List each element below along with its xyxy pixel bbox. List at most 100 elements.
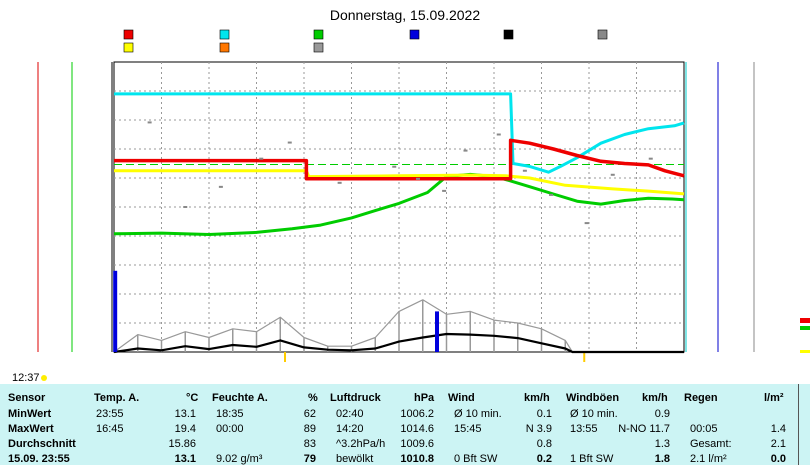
series-line-temp [114,138,685,181]
series-bar-regen [113,270,118,352]
chart-axes [37,62,810,353]
table-cell-feuchte-v: 62 [303,408,316,420]
series-point-richtung [648,157,653,160]
table-cell-temp-v: 13.1 [174,408,196,420]
table-cell-boeen-v: 1.3 [654,438,670,450]
legend-swatch [409,29,420,40]
table-cell-wind-t: Ø 10 min. [454,408,502,420]
series-bar-regen [435,311,439,352]
series-point-richtung [442,189,447,192]
table-cell-regen-v: 2.1 [770,438,786,450]
table-cell-regen-v: 0.0 [770,453,786,465]
table-cell-druck-t: ^3.2hPa/h [336,438,386,450]
series-point-richtung [416,177,420,180]
legend-swatch [123,29,134,40]
plot-area [113,61,685,362]
series-point-richtung [549,193,553,196]
table-edge-divider [798,384,799,465]
table-cell-feuchte-t: 9.02 g/m³ [216,453,263,465]
table-cell-boeen-t: 1 Bft SW [570,453,614,465]
table-cell-druck-v: 1010.8 [400,453,434,465]
series-point-richtung [463,149,468,152]
time-marker-icon [41,375,47,381]
table-cell-feuchte-t: 18:35 [216,408,244,420]
table-cell-label: Durchschnitt [8,438,76,450]
table-cell-boeen-v: N-NO 11.7 [618,423,670,435]
legend-swatch [219,42,230,53]
table-cell-druck-t: 02:40 [336,408,364,420]
series-point-richtung [392,165,397,168]
table-cell-wind-v: 0.1 [536,408,552,420]
header-feuchte: Feuchte A. [212,392,268,404]
table-cell-temp-v: 13.1 [174,453,196,465]
table-cell-boeen-t: 13:55 [570,423,598,435]
statistics-table: Sensor Temp. A. °C Feuchte A. % Luftdruc… [0,384,810,465]
header-feuchte-unit: % [308,392,318,404]
header-temp-unit: °C [186,392,199,404]
series-point-richtung [287,141,292,144]
table-cell-druck-v: 1014.6 [400,423,434,435]
chart-title: Donnerstag, 15.09.2022 [330,7,480,23]
table-cell-label: MaxWert [8,423,54,435]
table-cell-wind-t: 15:45 [454,423,482,435]
header-boeen: Windböen [566,392,620,404]
table-cell-regen-t: 2.1 l/m² [690,453,727,465]
legend-swatch [313,42,324,53]
header-regen-unit: l/m² [764,392,784,404]
header-druck-unit: hPa [414,392,435,404]
series-point-richtung [496,133,501,136]
time-label: 12:37 [12,372,40,384]
header-sensor: Sensor [8,392,46,404]
series-point-richtung [610,173,615,176]
table-cell-wind-v: 0.8 [536,438,552,450]
table-cell-temp-v: 15.86 [168,438,196,450]
header-temp: Temp. A. [94,392,140,404]
series-point-richtung [337,181,342,184]
table-cell-boeen-v: 1.8 [654,453,670,465]
series-point-richtung [218,185,223,188]
table-cell-feuchte-v: 83 [303,438,316,450]
series-line-windboeen [113,299,684,353]
table-cell-boeen-t: Ø 10 min. [570,408,618,420]
series-point-richtung [522,169,527,172]
table-cell-feuchte-v: 79 [303,453,316,465]
table-cell-feuchte-t: 00:00 [216,423,244,435]
legend-swatch [219,29,230,40]
legend-swatch [503,29,514,40]
table-cell-wind-v: N 3.9 [525,423,552,435]
side-swatch-druck [800,326,810,330]
table-cell-druck-v: 1009.6 [400,438,434,450]
table-cell-regen-t: Gesamt: [690,438,732,450]
table-cell-label: 15.09. 23:55 [8,453,70,465]
table-cell-boeen-v: 0.9 [654,408,670,420]
header-druck: Luftdruck [330,392,381,404]
series-line-wind [113,332,684,354]
series-point-richtung [147,121,152,124]
legend-swatch [313,29,324,40]
series-line-feuchte [114,92,685,174]
side-swatch-temp [800,318,810,323]
table-cell-regen-t: 00:05 [690,423,718,435]
table-cell-regen-v: 1.4 [770,423,786,435]
table-cell-druck-v: 1006.2 [400,408,434,420]
legend-swatch [123,42,134,53]
table-cell-feuchte-v: 89 [303,423,316,435]
header-wind: Wind [448,392,475,404]
series-point-richtung [584,222,589,225]
legend-swatch [597,29,608,40]
header-regen: Regen [684,392,718,404]
header-wind-unit: km/h [524,392,550,404]
table-cell-druck-t: bewölkt [336,453,374,465]
table-cell-temp-v: 19.4 [174,423,196,435]
table-cell-temp-t: 23:55 [96,408,124,420]
chart-legend [123,29,608,53]
series-point-richtung [259,157,264,160]
table-cell-wind-v: 0.2 [536,453,552,465]
table-cell-temp-t: 16:45 [96,423,124,435]
table-cell-druck-t: 14:20 [336,423,364,435]
header-boeen-unit: km/h [642,392,668,404]
weather-chart: Donnerstag, 15.09.2022 12:37 [12,7,810,384]
side-swatch-taupunkt [800,350,810,353]
series-point-richtung [183,206,188,208]
table-cell-label: MinWert [8,408,52,420]
